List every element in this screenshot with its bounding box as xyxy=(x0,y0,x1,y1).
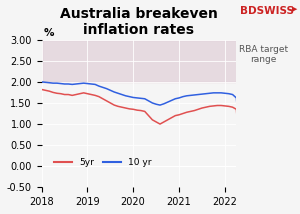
Text: %: % xyxy=(44,28,54,38)
Title: Australia breakeven
inflation rates: Australia breakeven inflation rates xyxy=(60,7,218,37)
Text: BDSWISS: BDSWISS xyxy=(240,6,294,16)
Legend: 5yr, 10 yr: 5yr, 10 yr xyxy=(50,155,155,171)
Text: RBA target
range: RBA target range xyxy=(238,45,288,64)
Text: ▶: ▶ xyxy=(292,6,297,12)
